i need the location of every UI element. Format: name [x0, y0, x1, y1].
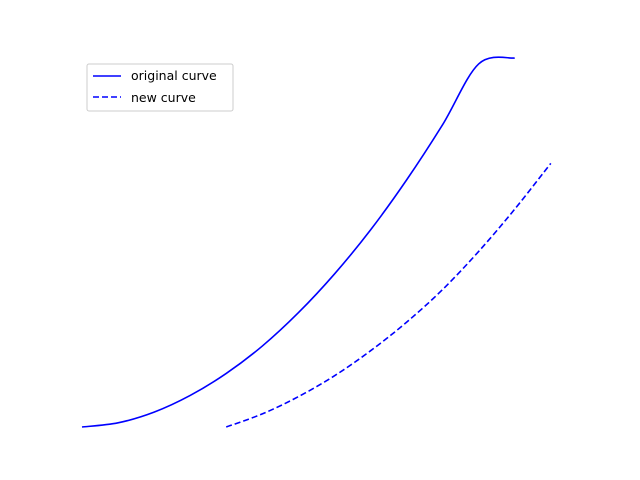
series-line-original-curve: [81, 56, 515, 428]
legend: original curve new curve: [86, 63, 234, 112]
plot-area: [81, 56, 552, 428]
legend-label-original-curve: original curve: [131, 68, 217, 83]
legend-label-new-curve: new curve: [131, 90, 196, 105]
legend-frame: [86, 63, 234, 112]
series-line-new-curve: [225, 162, 552, 428]
